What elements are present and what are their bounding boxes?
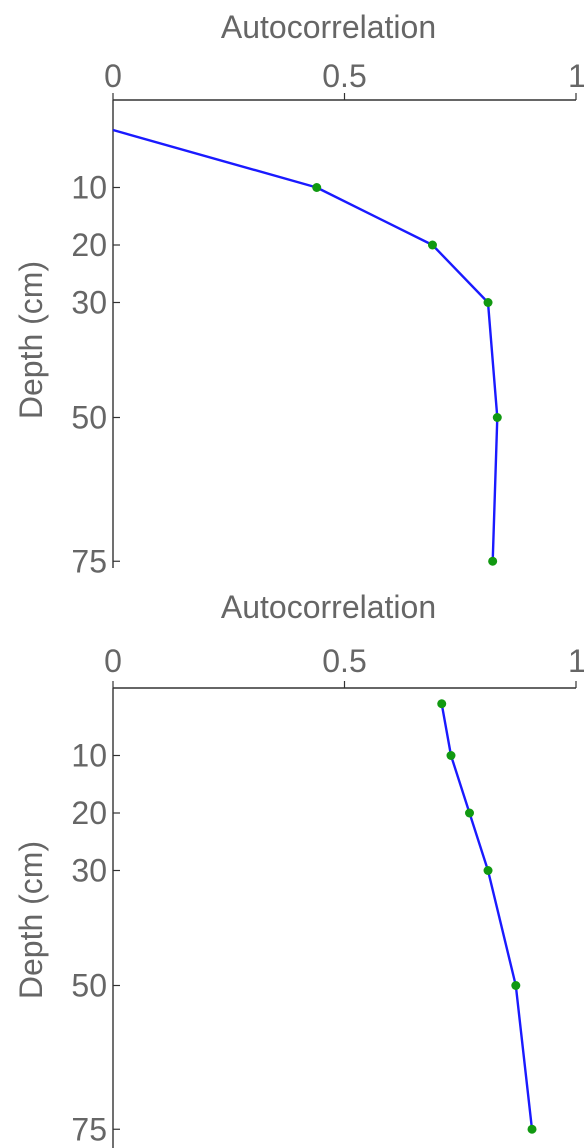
bottom-y-axis-title: Depth (cm) — [13, 841, 49, 999]
bottom-x-axis-title: Autocorrelation — [221, 589, 436, 625]
bottom-x-tick-label: 0 — [104, 643, 122, 679]
top-x-tick-label: 0.5 — [322, 58, 366, 94]
top-x-tick-label: 1 — [568, 58, 584, 94]
top-x-axis-title: Autocorrelation — [221, 9, 436, 45]
bottom-x-tick-label: 1 — [568, 643, 584, 679]
bottom-y-tick-label: 10 — [71, 738, 107, 774]
top-y-tick-label: 20 — [71, 227, 107, 263]
bottom-chart-panel: Autocorrelation 0 0.5 1 Depth (cm) 10 20 30 50 75 — [13, 589, 584, 1148]
top-data-point — [492, 413, 502, 422]
top-series-line — [112, 128, 499, 562]
bottom-y-tick-label: 75 — [71, 1111, 107, 1147]
bottom-data-point — [465, 808, 475, 818]
bottom-y-tick-label: 20 — [71, 795, 107, 831]
bottom-data-point — [527, 1124, 537, 1134]
top-data-point — [488, 556, 498, 566]
top-chart-panel: Autocorrelation 0 0.5 1 Depth (cm) 10 20 30 50 75 — [13, 9, 584, 579]
bottom-data-point — [483, 866, 493, 875]
top-data-point — [312, 183, 322, 192]
bottom-data-point — [511, 981, 521, 990]
bottom-series-line — [440, 703, 534, 1130]
bottom-y-tick-label: 30 — [71, 853, 107, 889]
top-data-point — [427, 240, 437, 250]
top-y-tick-label: 10 — [71, 170, 107, 206]
top-y-tick-label: 30 — [71, 285, 107, 321]
top-y-tick-label: 75 — [71, 543, 107, 579]
top-x-tick-label: 0 — [104, 58, 122, 94]
bottom-x-tick-label: 0.5 — [322, 643, 366, 679]
top-data-point — [483, 298, 493, 307]
bottom-y-tick-label: 50 — [71, 968, 107, 1004]
bottom-data-point — [437, 699, 447, 709]
top-y-axis-title: Depth (cm) — [13, 261, 49, 419]
top-y-tick-label: 50 — [71, 400, 107, 436]
bottom-data-point — [446, 751, 456, 760]
